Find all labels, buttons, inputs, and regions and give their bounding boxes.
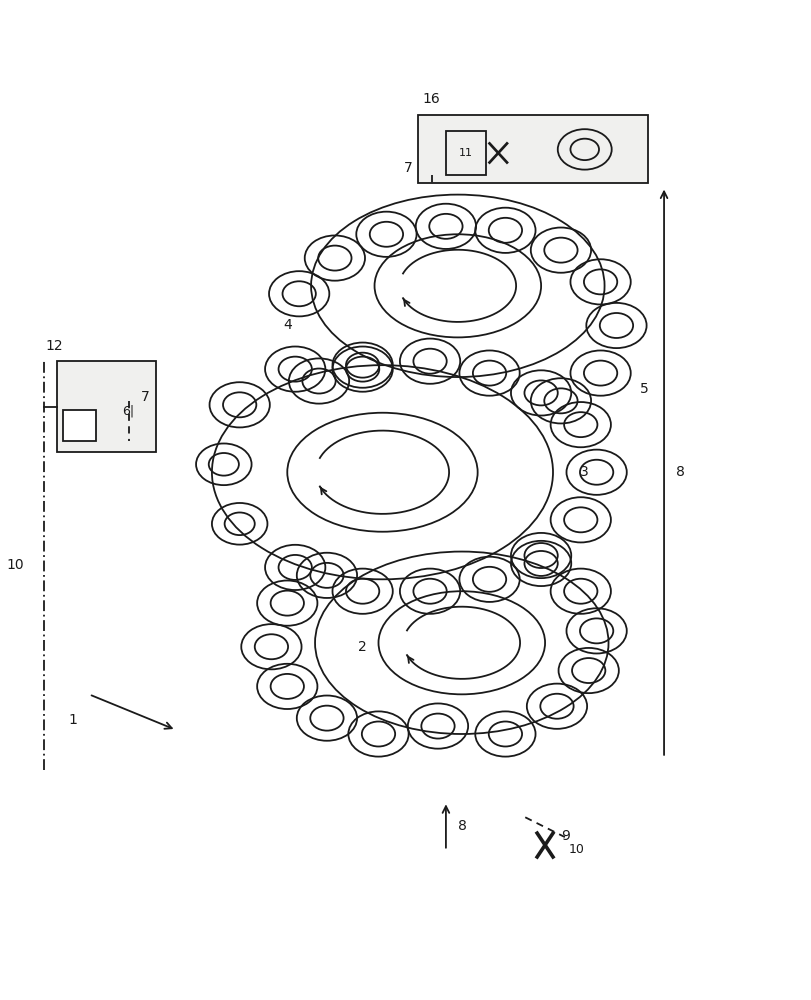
Text: 4: 4 <box>283 318 292 332</box>
Text: 3: 3 <box>581 465 589 479</box>
Text: 8: 8 <box>458 819 466 833</box>
Text: 16: 16 <box>422 92 440 106</box>
Text: 7: 7 <box>403 161 412 175</box>
Text: 10: 10 <box>6 558 24 572</box>
Text: 6|: 6| <box>122 405 135 418</box>
Bar <box>418 115 648 183</box>
Bar <box>446 131 486 175</box>
Text: 2: 2 <box>358 640 367 654</box>
Text: 1: 1 <box>68 713 77 727</box>
Text: 9: 9 <box>561 829 570 843</box>
Text: 5: 5 <box>640 382 649 396</box>
Text: 10: 10 <box>569 843 585 856</box>
Text: 7: 7 <box>140 390 149 404</box>
Bar <box>62 410 97 441</box>
Text: 12: 12 <box>45 339 63 353</box>
Bar <box>58 361 157 452</box>
Text: 8: 8 <box>676 465 684 479</box>
Text: 11: 11 <box>459 148 473 158</box>
